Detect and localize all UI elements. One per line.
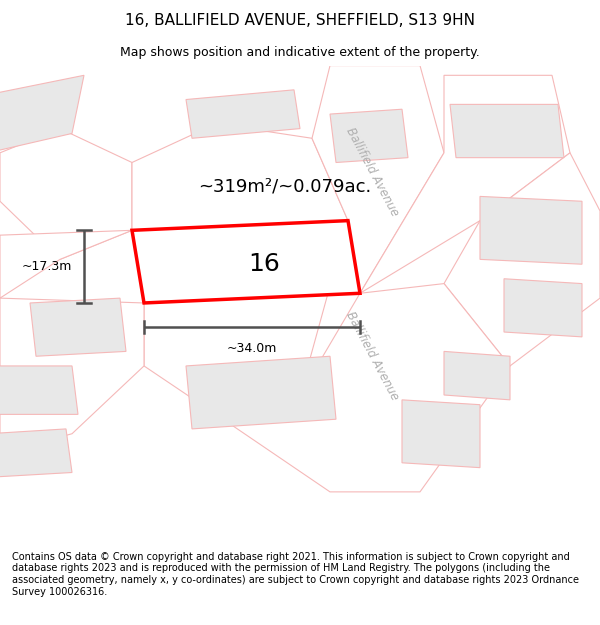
Text: 16, BALLIFIELD AVENUE, SHEFFIELD, S13 9HN: 16, BALLIFIELD AVENUE, SHEFFIELD, S13 9H… <box>125 13 475 28</box>
Polygon shape <box>444 351 510 400</box>
Polygon shape <box>480 196 582 264</box>
Polygon shape <box>0 429 72 478</box>
Polygon shape <box>228 66 600 492</box>
Text: 16: 16 <box>248 253 280 276</box>
Text: Map shows position and indicative extent of the property.: Map shows position and indicative extent… <box>120 46 480 59</box>
Polygon shape <box>144 221 360 414</box>
Polygon shape <box>186 90 300 138</box>
Polygon shape <box>132 124 348 230</box>
Polygon shape <box>360 75 570 293</box>
Text: Ballifield Avenue: Ballifield Avenue <box>343 126 401 219</box>
Text: ~319m²/~0.079ac.: ~319m²/~0.079ac. <box>198 177 371 196</box>
Text: ~17.3m: ~17.3m <box>22 260 72 273</box>
Polygon shape <box>132 221 360 303</box>
Polygon shape <box>0 230 132 308</box>
Polygon shape <box>312 66 444 293</box>
Polygon shape <box>0 75 84 152</box>
Polygon shape <box>186 356 336 429</box>
Polygon shape <box>0 298 144 453</box>
Polygon shape <box>450 104 564 158</box>
Polygon shape <box>330 109 408 162</box>
Text: Contains OS data © Crown copyright and database right 2021. This information is : Contains OS data © Crown copyright and d… <box>12 552 579 597</box>
Polygon shape <box>0 129 132 259</box>
Polygon shape <box>504 279 582 337</box>
Polygon shape <box>216 284 510 492</box>
Polygon shape <box>402 400 480 468</box>
Polygon shape <box>0 366 78 414</box>
Text: Ballifield Avenue: Ballifield Avenue <box>343 309 401 403</box>
Text: ~34.0m: ~34.0m <box>227 342 277 355</box>
Polygon shape <box>444 152 600 366</box>
Polygon shape <box>30 298 126 356</box>
